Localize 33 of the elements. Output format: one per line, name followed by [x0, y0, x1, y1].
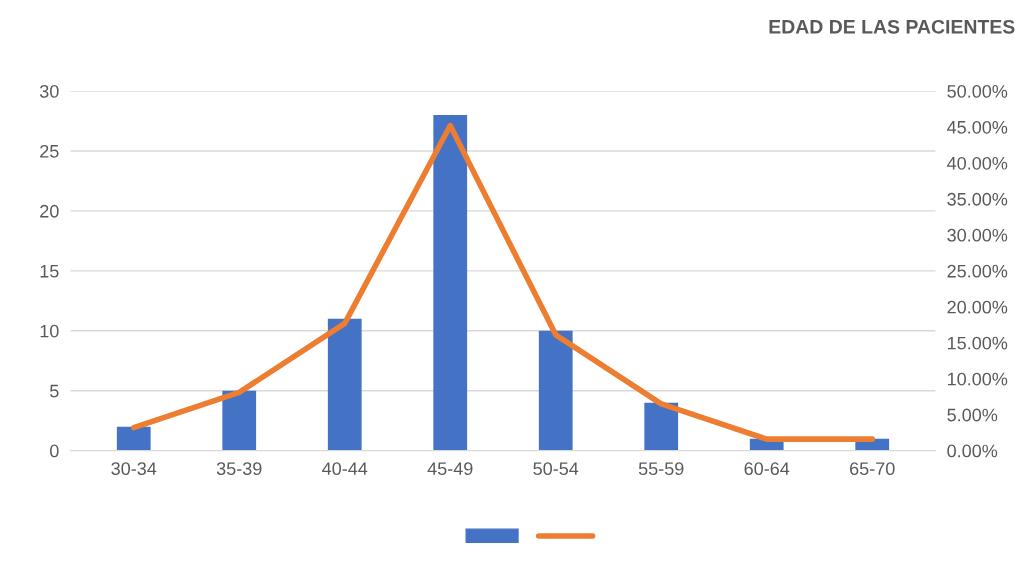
- x-tick-label: 65-70: [850, 462, 895, 476]
- x-tick-label: 60-64: [744, 462, 790, 476]
- y-tick-label: 10: [40, 324, 59, 338]
- x-tick-label: 45-49: [427, 462, 473, 476]
- bar: [222, 390, 257, 451]
- x-tick-label: 50-54: [533, 462, 579, 476]
- x-tick-label: 35-39: [216, 462, 262, 476]
- y-tick-label: 20: [40, 204, 59, 218]
- y2-tick-label: 0.00%: [947, 444, 998, 458]
- bar: [538, 330, 573, 451]
- y2-tick-label: 10.00%: [948, 372, 1008, 386]
- y2-tick-label: 40.00%: [947, 156, 1008, 170]
- y2-tick-label: 15.00%: [948, 336, 1008, 350]
- y-tick-label: 0: [50, 444, 59, 458]
- y-tick-label: 5: [50, 384, 59, 398]
- y-tick-label: 15: [40, 264, 59, 278]
- y2-tick-label: 5.00%: [947, 408, 998, 422]
- y2-tick-label: 50.00%: [947, 84, 1008, 98]
- bar: [644, 402, 679, 451]
- bar: [327, 318, 362, 451]
- y-tick-label: 25: [40, 144, 59, 158]
- x-tick-label: 40-44: [322, 462, 368, 476]
- x-tick-label: 30-34: [111, 462, 157, 476]
- y2-tick-label: 20.00%: [947, 300, 1008, 314]
- bar: [116, 426, 151, 451]
- y-tick-label: 30: [39, 84, 59, 98]
- bar: [433, 115, 468, 451]
- y2-tick-label: 35.00%: [947, 192, 1008, 206]
- x-tick-label: 55-59: [638, 462, 684, 476]
- y2-tick-label: 25.00%: [947, 264, 1008, 278]
- y2-tick-label: 45.00%: [947, 120, 1008, 134]
- y2-tick-label: 30.00%: [947, 228, 1008, 242]
- chart-title: EDAD DE LAS PACIENTES: [769, 19, 1015, 34]
